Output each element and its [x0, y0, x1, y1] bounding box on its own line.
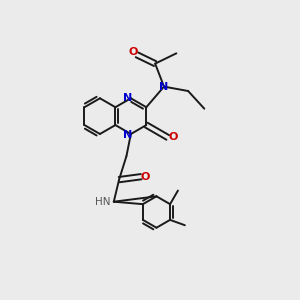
Text: O: O	[129, 47, 138, 57]
Text: N: N	[123, 93, 132, 103]
Text: O: O	[141, 172, 150, 182]
Text: N: N	[123, 130, 132, 140]
Text: HN: HN	[95, 197, 110, 207]
Text: O: O	[168, 132, 178, 142]
Text: N: N	[159, 82, 169, 92]
